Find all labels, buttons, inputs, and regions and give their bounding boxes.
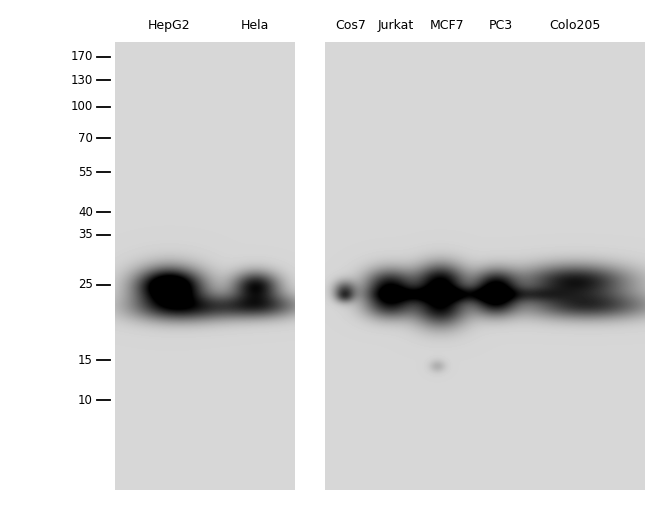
Text: 170: 170 [71, 50, 93, 63]
Text: HepG2: HepG2 [148, 19, 190, 32]
Text: Jurkat: Jurkat [377, 19, 413, 32]
Text: 55: 55 [78, 166, 93, 179]
Text: 70: 70 [78, 132, 93, 145]
Text: 25: 25 [78, 278, 93, 291]
Text: 10: 10 [78, 394, 93, 407]
Text: 40: 40 [78, 205, 93, 219]
Text: Cos7: Cos7 [335, 19, 366, 32]
Text: Colo205: Colo205 [549, 19, 601, 32]
Text: MCF7: MCF7 [429, 19, 464, 32]
Text: 15: 15 [78, 354, 93, 366]
Text: 35: 35 [78, 228, 93, 242]
Text: 100: 100 [71, 101, 93, 114]
Text: 130: 130 [71, 73, 93, 86]
Text: PC3: PC3 [489, 19, 513, 32]
Text: Hela: Hela [241, 19, 270, 32]
